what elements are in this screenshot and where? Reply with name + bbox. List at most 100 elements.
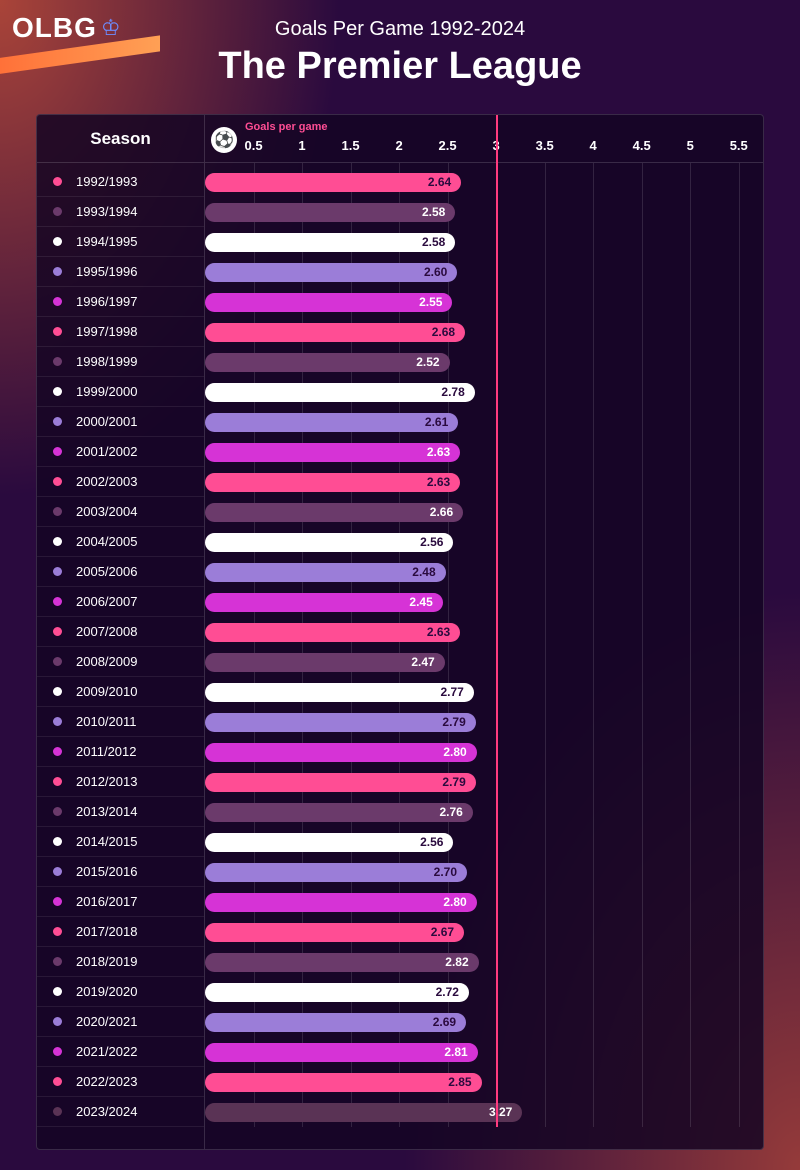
season-row: 2009/2010 bbox=[37, 677, 204, 707]
bar: 2.63 bbox=[205, 473, 460, 492]
chart-header: ⚽ Goals per game 0.511.522.533.544.555.5 bbox=[205, 115, 763, 163]
chart-body: 2.642.582.582.602.552.682.522.782.612.63… bbox=[205, 163, 763, 1127]
legend-dot bbox=[53, 927, 62, 936]
bar: 2.61 bbox=[205, 413, 458, 432]
crown-icon: ♔ bbox=[101, 15, 121, 41]
season-label: 1999/2000 bbox=[76, 384, 137, 399]
season-row: 1994/1995 bbox=[37, 227, 204, 257]
bar: 2.56 bbox=[205, 833, 453, 852]
season-row: 2000/2001 bbox=[37, 407, 204, 437]
season-row: 1999/2000 bbox=[37, 377, 204, 407]
bar-row: 2.47 bbox=[205, 647, 763, 677]
axis-tick: 0.5 bbox=[244, 138, 262, 153]
bar-value: 2.56 bbox=[420, 535, 443, 549]
bar: 2.77 bbox=[205, 683, 474, 702]
season-row: 2005/2006 bbox=[37, 557, 204, 587]
logo-text: OLBG bbox=[12, 12, 97, 44]
bar-row: 2.56 bbox=[205, 827, 763, 857]
logo: OLBG ♔ bbox=[12, 12, 121, 44]
bar: 2.82 bbox=[205, 953, 479, 972]
axis-tick: 2 bbox=[395, 138, 402, 153]
season-row: 2016/2017 bbox=[37, 887, 204, 917]
season-row: 2018/2019 bbox=[37, 947, 204, 977]
season-list: 1992/19931993/19941994/19951995/19961996… bbox=[37, 163, 204, 1127]
season-label: 2019/2020 bbox=[76, 984, 137, 999]
legend-dot bbox=[53, 447, 62, 456]
bar-value: 3.27 bbox=[489, 1105, 512, 1119]
legend-dot bbox=[53, 417, 62, 426]
bar-row: 2.69 bbox=[205, 1007, 763, 1037]
bar: 2.52 bbox=[205, 353, 450, 372]
season-label: 1993/1994 bbox=[76, 204, 137, 219]
legend-dot bbox=[53, 207, 62, 216]
bar-row: 2.76 bbox=[205, 797, 763, 827]
axis-tick: 4 bbox=[590, 138, 597, 153]
legend-dot bbox=[53, 837, 62, 846]
bar: 2.85 bbox=[205, 1073, 482, 1092]
legend-dot bbox=[53, 777, 62, 786]
season-label: 2014/2015 bbox=[76, 834, 137, 849]
bar-row: 2.85 bbox=[205, 1067, 763, 1097]
legend-dot bbox=[53, 237, 62, 246]
season-label: 1995/1996 bbox=[76, 264, 137, 279]
bar-value: 2.48 bbox=[412, 565, 435, 579]
season-label: 2006/2007 bbox=[76, 594, 137, 609]
axis-tick: 2.5 bbox=[439, 138, 457, 153]
bar: 2.80 bbox=[205, 893, 477, 912]
season-label: 2020/2021 bbox=[76, 1014, 137, 1029]
season-label: 2018/2019 bbox=[76, 954, 137, 969]
season-row: 2007/2008 bbox=[37, 617, 204, 647]
page-title: The Premier League bbox=[0, 45, 800, 88]
season-row: 2020/2021 bbox=[37, 1007, 204, 1037]
average-line bbox=[496, 115, 498, 1127]
bar-value: 2.82 bbox=[445, 955, 468, 969]
season-label: 2007/2008 bbox=[76, 624, 137, 639]
legend-dot bbox=[53, 357, 62, 366]
bar-row: 2.82 bbox=[205, 947, 763, 977]
bar-value: 2.79 bbox=[442, 715, 465, 729]
legend-dot bbox=[53, 177, 62, 186]
tick-container: 0.511.522.533.544.555.5 bbox=[205, 138, 763, 158]
season-label: 2008/2009 bbox=[76, 654, 137, 669]
season-label: 2004/2005 bbox=[76, 534, 137, 549]
bar: 2.78 bbox=[205, 383, 475, 402]
bar-row: 2.72 bbox=[205, 977, 763, 1007]
bar-value: 2.52 bbox=[416, 355, 439, 369]
bar-row: 2.58 bbox=[205, 227, 763, 257]
season-label: 1992/1993 bbox=[76, 174, 137, 189]
season-row: 2023/2024 bbox=[37, 1097, 204, 1127]
bar-value: 2.67 bbox=[431, 925, 454, 939]
legend-dot bbox=[53, 1077, 62, 1086]
season-row: 2003/2004 bbox=[37, 497, 204, 527]
season-label: 2001/2002 bbox=[76, 444, 137, 459]
season-label: 1998/1999 bbox=[76, 354, 137, 369]
bar-row: 2.66 bbox=[205, 497, 763, 527]
season-label: 2003/2004 bbox=[76, 504, 137, 519]
season-row: 2022/2023 bbox=[37, 1067, 204, 1097]
season-row: 2006/2007 bbox=[37, 587, 204, 617]
legend-dot bbox=[53, 1047, 62, 1056]
axis-tick: 5 bbox=[687, 138, 694, 153]
bar-value: 2.78 bbox=[441, 385, 464, 399]
season-row: 2014/2015 bbox=[37, 827, 204, 857]
season-label: 2002/2003 bbox=[76, 474, 137, 489]
bar-value: 2.61 bbox=[425, 415, 448, 429]
season-row: 2019/2020 bbox=[37, 977, 204, 1007]
season-label: 2023/2024 bbox=[76, 1104, 137, 1119]
bar-value: 2.63 bbox=[427, 475, 450, 489]
bar-row: 2.56 bbox=[205, 527, 763, 557]
season-row: 1995/1996 bbox=[37, 257, 204, 287]
season-label: 1994/1995 bbox=[76, 234, 137, 249]
chart-column: ⚽ Goals per game 0.511.522.533.544.555.5… bbox=[205, 115, 763, 1149]
season-label: 1997/1998 bbox=[76, 324, 137, 339]
season-label: 2012/2013 bbox=[76, 774, 137, 789]
season-row: 2012/2013 bbox=[37, 767, 204, 797]
bar-value: 2.77 bbox=[440, 685, 463, 699]
legend-dot bbox=[53, 1017, 62, 1026]
axis-tick: 3.5 bbox=[536, 138, 554, 153]
legend-dot bbox=[53, 597, 62, 606]
bar-row: 2.67 bbox=[205, 917, 763, 947]
legend-dot bbox=[53, 567, 62, 576]
bar: 2.56 bbox=[205, 533, 453, 552]
season-label: 2011/2012 bbox=[76, 744, 137, 759]
